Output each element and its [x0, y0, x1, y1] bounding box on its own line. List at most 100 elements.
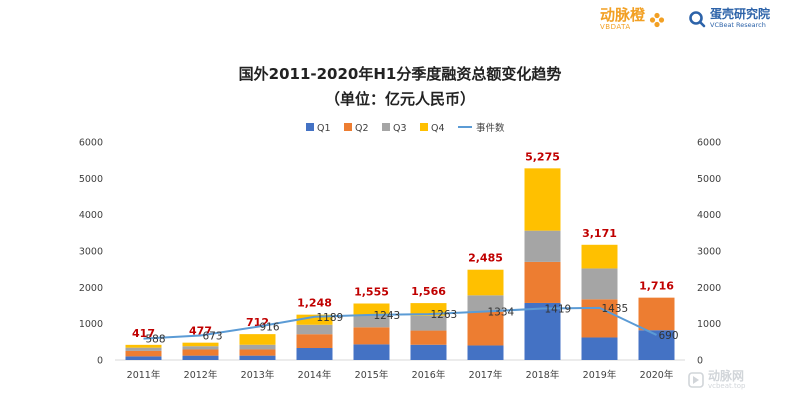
- line-data-label: 673: [203, 331, 223, 343]
- bar-segment-q2: [524, 261, 561, 303]
- bar-segment-q3: [524, 230, 561, 262]
- vcbeat-research-logo: 蛋壳研究院 VCBeat Research: [688, 8, 770, 29]
- bar-segment-q3: [467, 295, 504, 312]
- watermark-name: 动脉网: [708, 369, 745, 383]
- x-tick-label: 2018年: [526, 369, 560, 381]
- line-data-label: 1263: [431, 309, 458, 321]
- y-left-tick-label: 5000: [79, 174, 103, 185]
- bar-segment-q1: [410, 344, 447, 360]
- bar-segment-q3: [296, 324, 333, 335]
- bar-segment-q1: [296, 348, 333, 360]
- x-tick-label: 2016年: [412, 369, 446, 381]
- bar-segment-q4: [410, 303, 447, 316]
- chart-subtitle: （单位：亿元人民币）: [325, 90, 475, 108]
- vbdata-logo: 动脉橙 VBDATA: [600, 8, 665, 31]
- line-data-label: 1435: [602, 303, 629, 315]
- bar-segment-q1: [182, 355, 219, 360]
- bar-segment-q4: [467, 269, 504, 296]
- legend-label: 事件数: [476, 122, 505, 134]
- x-tick-label: 2017年: [469, 369, 503, 381]
- y-left-tick-label: 1000: [79, 319, 103, 330]
- line-data-label: 916: [260, 322, 280, 334]
- bar-segment-q2: [239, 349, 276, 356]
- x-tick-label: 2014年: [298, 369, 332, 381]
- legend-label: Q1: [317, 123, 331, 134]
- legend-swatch-q2: [344, 123, 352, 131]
- x-tick-label: 2019年: [583, 369, 617, 381]
- vbdata-logo-name: 动脉橙: [600, 6, 646, 24]
- legend-swatch-q4: [420, 123, 428, 131]
- bar-segment-q1: [524, 302, 561, 360]
- line-data-label: 1419: [545, 303, 572, 315]
- bar-segment-q1: [638, 330, 675, 360]
- watermark-sub: vcbeat.top: [708, 382, 746, 390]
- bar-segment-q3: [353, 315, 390, 328]
- y-right-tick-label: 2000: [697, 283, 721, 294]
- bar-segment-q4: [182, 342, 219, 347]
- bar-segment-q3: [581, 268, 618, 300]
- bar-segment-q4: [296, 314, 333, 325]
- orange-flower-icon: [649, 12, 665, 27]
- legend-swatch-q1: [306, 123, 314, 131]
- chart-title: 国外2011-2020年H1分季度融资总额变化趋势: [239, 65, 562, 83]
- bar-total-label: 1,555: [354, 286, 389, 299]
- vcbeat-logo-name: 蛋壳研究院: [710, 7, 771, 21]
- bar-segment-q3: [410, 315, 447, 331]
- bar-total-label: 417: [132, 327, 155, 340]
- y-right-tick-label: 0: [697, 356, 703, 367]
- watermark-icon: [688, 372, 704, 388]
- vbdata-logo-sub: VBDATA: [600, 23, 631, 31]
- legend-swatch-q3: [382, 123, 390, 131]
- events-line: [143, 306, 657, 340]
- bar-total-label: 1,248: [297, 297, 332, 310]
- bar-segment-q4: [353, 303, 390, 316]
- y-right-tick-label: 5000: [697, 174, 721, 185]
- bar-total-label: 3,171: [582, 227, 617, 240]
- bar-segment-q4: [239, 334, 276, 345]
- bar-segment-q2: [182, 349, 219, 356]
- x-tick-label: 2012年: [184, 369, 218, 381]
- magnifier-logo-icon: [689, 10, 706, 27]
- bar-segment-q3: [239, 344, 276, 350]
- y-right-tick-label: 1000: [697, 319, 721, 330]
- legend-label: Q3: [393, 123, 407, 134]
- y-left-tick-label: 6000: [79, 138, 103, 149]
- line-data-label: 1243: [374, 310, 401, 322]
- bar-segment-q1: [125, 356, 162, 360]
- bar-segment-q2: [467, 311, 504, 346]
- y-left-tick-label: 3000: [79, 247, 103, 258]
- bar-segment-q2: [296, 334, 333, 349]
- bar-segment-q1: [353, 344, 390, 360]
- y-right-tick-label: 6000: [697, 138, 721, 149]
- bar-segment-q2: [638, 297, 675, 331]
- bar-segment-q2: [125, 350, 162, 357]
- line-data-label: 690: [659, 330, 679, 342]
- bar-segment-q3: [125, 347, 162, 351]
- bar-segment-q1: [239, 355, 276, 360]
- line-data-label: 588: [146, 334, 166, 346]
- y-right-tick-label: 4000: [697, 210, 721, 221]
- y-left-tick-label: 2000: [79, 283, 103, 294]
- bar-segment-q1: [467, 345, 504, 360]
- x-tick-label: 2013年: [241, 369, 275, 381]
- watermark: 动脉网 vcbeat.top: [688, 370, 745, 390]
- bar-segment-q4: [581, 244, 618, 269]
- legend-label: Q2: [355, 123, 369, 134]
- bar-segment-q3: [182, 346, 219, 350]
- bar-total-label: 2,485: [468, 252, 503, 265]
- y-right-tick-label: 3000: [697, 247, 721, 258]
- bar-segment-q2: [353, 327, 390, 345]
- bar-total-label: 5,275: [525, 150, 560, 163]
- bar-segment-q4: [125, 344, 162, 348]
- bar-segment-q2: [410, 330, 447, 345]
- line-data-label: 1189: [317, 312, 344, 324]
- bar-total-label: 1,716: [639, 280, 674, 293]
- x-tick-label: 2020年: [640, 369, 674, 381]
- bar-segment-q1: [581, 337, 618, 360]
- vcbeat-logo-sub: VCBeat Research: [710, 21, 766, 29]
- x-tick-label: 2011年: [127, 369, 161, 381]
- plot-area: 0 1000 2000 3000 4000 5000 6000 0 1000 2000 3000 40…: [79, 122, 721, 381]
- bar-segment-q4: [524, 168, 561, 231]
- legend-label: Q4: [431, 123, 445, 134]
